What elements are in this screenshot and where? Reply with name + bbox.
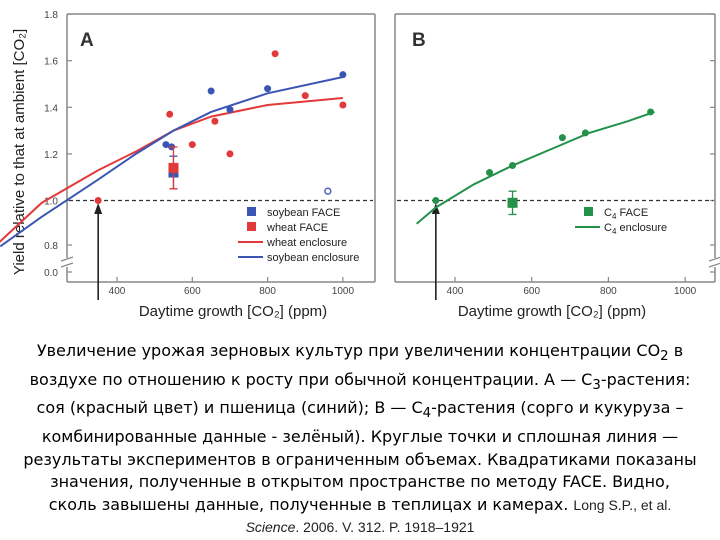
panel-b-axis-break (708, 262, 720, 268)
data-point (226, 106, 234, 114)
x-tick-label: 600 (184, 286, 201, 297)
data-point (211, 117, 219, 125)
data-point (301, 92, 309, 100)
legend-label: wheat FACE (266, 222, 328, 234)
data-point (558, 134, 566, 142)
data-point (166, 110, 174, 118)
caption-line: Science. 2006. V. 312. P. 1918–1921 (18, 516, 702, 539)
x-axis-label-b: Daytime growth [CO₂] (ppm) (458, 303, 646, 320)
series-line (0, 76, 344, 248)
series-line (416, 111, 655, 225)
legend-subscript: 4 (612, 212, 617, 221)
legend-subscript: 4 (612, 227, 617, 236)
data-point (162, 141, 170, 149)
y-axis-label: Yield relative to that at ambient [CO₂] (11, 29, 28, 275)
data-point (94, 197, 102, 204)
caption-line: результаты экспериментов в ограниченным … (23, 449, 697, 469)
caption-line: Увеличение урожая зерновых культур при у… (18, 340, 702, 369)
legend-label-rest: enclosure (616, 222, 667, 234)
legend-label: wheat enclosure (266, 237, 347, 249)
legend-label: soybean enclosure (267, 252, 359, 264)
caption-text: в (668, 341, 684, 360)
caption-text: воздухе по отношению к росту при обычной… (29, 369, 593, 389)
y-tick-label: 0.0 (44, 268, 58, 279)
data-point (432, 197, 440, 204)
caption-line: соя (красный цвет) и пшеница (синий); В … (18, 397, 702, 426)
data-point (271, 50, 279, 58)
panel-b-axis-break (708, 256, 720, 262)
x-tick-label: 800 (259, 286, 276, 297)
legend-swatch (247, 222, 256, 231)
x-tick-label: 600 (523, 286, 540, 297)
y-tick-label: 1.2 (44, 150, 58, 161)
panel-a: A (60, 13, 376, 283)
x-tick-label: 800 (600, 286, 617, 297)
caption-text: соя (красный цвет) и пшеница (синий); В … (36, 398, 423, 418)
panel-a-axis-break (60, 256, 74, 262)
citation-journal: Science (245, 519, 296, 536)
x-axis-label-a: Daytime growth [CO₂] (ppm) (139, 303, 327, 320)
figure-caption: Увеличение урожая зерновых культур при у… (18, 340, 702, 539)
data-point-open (324, 187, 332, 195)
panel-a-label: A (80, 30, 94, 51)
panel-b: B (394, 13, 720, 283)
citation-details: . 2006. V. 312. P. 1918–1921 (295, 519, 475, 536)
y-tick-label: 1.6 (44, 57, 58, 68)
x-tick-label: 1000 (332, 286, 355, 297)
legend-label-rest: FACE (616, 207, 648, 219)
caption-text: -растения (сорго и кукуруза – (431, 398, 684, 418)
data-point (226, 150, 234, 158)
caption-subscript: 4 (422, 406, 432, 422)
y-tick-label: 1.8 (44, 10, 58, 21)
data-point (207, 87, 215, 95)
y-tick-label: 1.0 (44, 197, 58, 208)
caption-text: сколь завышены данные, полученные в тепл… (48, 494, 569, 514)
legend-label: soybean FACE (267, 207, 340, 219)
caption-line: значения, полученные в открытом простран… (50, 472, 670, 492)
data-point (188, 141, 196, 149)
data-point (339, 101, 347, 109)
caption-subscript: 2 (660, 349, 669, 365)
x-tick-label: 400 (447, 286, 464, 297)
data-point (581, 129, 589, 137)
caption-text: -растения: (600, 369, 691, 389)
y-tick-label: 0.8 (44, 241, 58, 252)
caption-line: воздухе по отношению к росту при обычной… (18, 369, 702, 398)
face-square (507, 197, 518, 208)
x-tick-label: 400 (109, 286, 126, 297)
face-square (168, 162, 179, 173)
caption-line: комбинированные данные - зелёный). Кругл… (41, 427, 679, 447)
legend-label: C4 enclosure (604, 222, 667, 236)
caption-subscript: 3 (592, 377, 601, 393)
data-point (339, 71, 347, 79)
legend-swatch (584, 207, 593, 216)
data-point (486, 169, 494, 177)
panel-b-label: B (412, 30, 426, 51)
data-point (647, 108, 655, 116)
citation-authors: Long S.P., et al. (573, 496, 672, 513)
ambient-arrow-head (94, 203, 103, 214)
legend-swatch (247, 207, 256, 216)
chart-marks: 0.0 0.8 1.0 1.2 1.4 1.6 1.8 400 600 800 1000 soybea… (0, 10, 715, 300)
data-point (264, 85, 272, 93)
figure: Yield relative to that at ambient [CO₂] … (0, 10, 720, 320)
figure-svg: Yield relative to that at ambient [CO₂] … (0, 10, 720, 320)
caption-line: сколь завышены данные, полученные в тепл… (18, 494, 702, 517)
legend-label: C4 FACE (604, 207, 648, 221)
y-tick-label: 1.4 (44, 103, 58, 114)
data-point (509, 162, 517, 170)
panel-a-axis-break (60, 262, 74, 268)
x-tick-label: 1000 (674, 286, 697, 297)
caption-text: Увеличение урожая зерновых культур при у… (36, 341, 661, 360)
